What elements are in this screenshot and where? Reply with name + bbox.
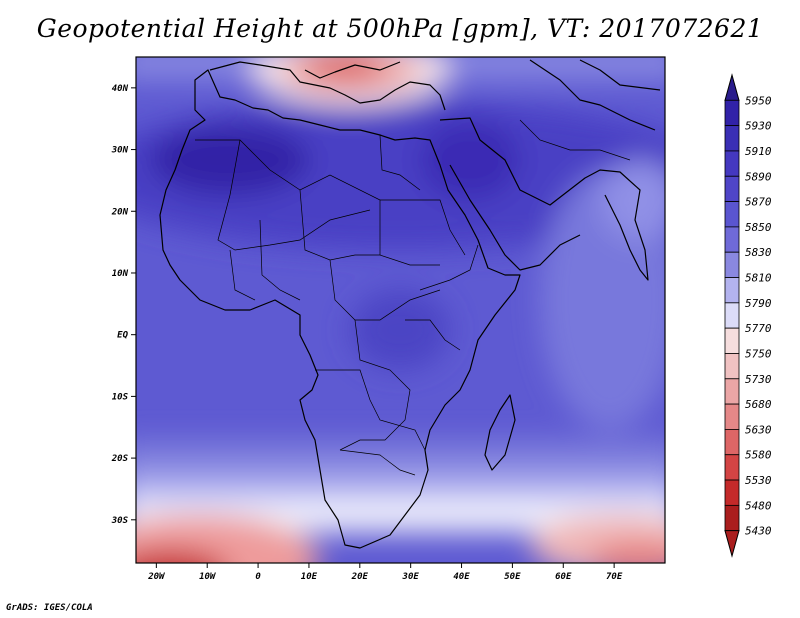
colorbar-level-label: 5870	[745, 196, 772, 209]
colorbar-swatch	[724, 378, 740, 405]
colorbar-level-label: 5790	[745, 297, 772, 310]
coastlines	[159, 59, 661, 549]
colorbar-swatch	[724, 454, 740, 481]
colorbar-level-label: 5830	[745, 246, 772, 259]
colorbar-swatch	[724, 302, 740, 329]
colorbar-top-arrow	[724, 73, 740, 101]
country-borders	[195, 119, 631, 476]
colorbar-swatch	[724, 175, 740, 202]
lat-tick-label: 30N	[111, 146, 129, 156]
plot-frame	[135, 56, 666, 564]
longitude-axis: 20W 10W 0 10E 20E 30E 40E 50E 60E 70E	[147, 563, 623, 582]
colorbar-swatch	[724, 353, 740, 380]
lon-tick-label: 50E	[504, 572, 521, 582]
colorbar-level-label: 5810	[745, 272, 772, 285]
colorbar-swatch	[724, 150, 740, 177]
latitude-axis: 40N 30N 20N 10N EQ 10S 20S 30S	[111, 84, 136, 526]
colorbar-level-label: 5750	[745, 347, 772, 360]
map-title: Geopotential Height at 500hPa [gpm], VT:…	[36, 14, 764, 43]
colorbar-swatch	[724, 403, 740, 430]
colorbar: 5950 5930 5910 5890 5870 5850 5830 5810 5790 5770…	[724, 73, 772, 558]
colorbar-level-label: 5480	[745, 499, 772, 512]
colorbar-level-label: 5680	[745, 398, 772, 411]
lon-tick-label: 60E	[555, 572, 572, 582]
lat-tick-label: 10S	[112, 392, 129, 402]
colorbar-swatch	[724, 479, 740, 506]
colorbar-swatch	[724, 429, 740, 456]
lon-tick-label: 30E	[402, 572, 420, 582]
colorbar-level-label: 5430	[745, 525, 772, 538]
colorbar-level-label: 5530	[745, 474, 772, 487]
grads-credit: GrADS: IGES/COLA	[6, 603, 93, 613]
colorbar-swatch	[724, 251, 740, 278]
colorbar-swatch	[724, 201, 740, 228]
colorbar-level-label: 5950	[745, 94, 772, 107]
lon-tick-label: 70E	[606, 572, 623, 582]
lon-tick-label: 20E	[351, 572, 369, 582]
colorbar-level-label: 5730	[745, 373, 772, 386]
lat-tick-label: EQ	[117, 331, 128, 341]
colorbar-level-label: 5850	[745, 221, 772, 234]
colorbar-level-label: 5580	[745, 449, 772, 462]
colorbar-swatch	[724, 504, 740, 532]
lon-tick-label: 10E	[301, 572, 318, 582]
colorbar-swatch	[724, 327, 740, 354]
colorbar-level-label: 5930	[745, 120, 772, 133]
colorbar-swatch	[724, 277, 740, 304]
lat-tick-label: 40N	[112, 84, 129, 94]
colorbar-level-label: 5630	[745, 423, 772, 436]
lon-tick-label: 10W	[199, 572, 217, 582]
lon-tick-label: 0	[255, 572, 261, 582]
colorbar-level-label: 5910	[745, 145, 772, 158]
lat-tick-label: 30S	[111, 516, 129, 526]
lon-tick-label: 40E	[453, 572, 470, 582]
colorbar-swatch	[724, 125, 740, 152]
lat-tick-label: 10N	[112, 269, 129, 279]
colorbar-swatch	[724, 226, 740, 253]
colorbar-swatch	[724, 99, 740, 127]
height-field	[136, 57, 665, 563]
lat-tick-label: 20S	[111, 454, 129, 464]
colorbar-bottom-arrow	[724, 530, 740, 558]
lat-tick-label: 20N	[111, 207, 129, 217]
lon-tick-label: 20W	[147, 572, 166, 582]
colorbar-level-label: 5770	[745, 322, 772, 335]
colorbar-level-label: 5890	[745, 170, 772, 183]
